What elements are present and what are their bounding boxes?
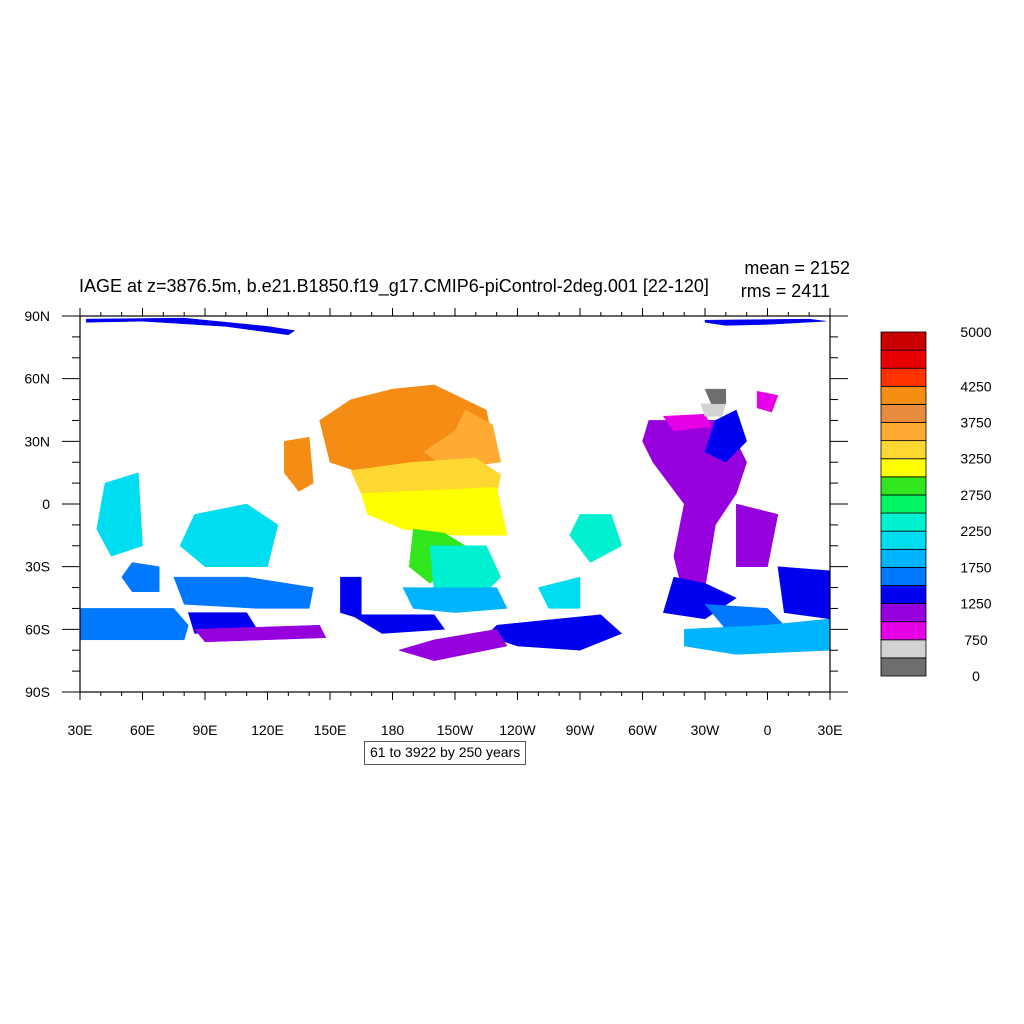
lon-tick-label: 120E [251,722,284,738]
colorbar-swatch [880,440,927,460]
colorbar-swatch [880,512,927,532]
colorbar-label: 1750 [960,559,991,575]
colorbar-swatch [880,422,927,442]
region-madagascar-blue [121,562,160,592]
colorbar-label: 0 [972,668,980,684]
lon-tick-label: 120W [499,722,536,738]
lat-tick-label: 30S [25,559,50,575]
lon-tick-label: 150E [314,722,347,738]
lat-tick-label: 0 [42,496,50,512]
region-se-atlantic-deepblue [777,566,830,620]
mean-stat: mean = 2152 [744,258,850,278]
lon-tick-label: 180 [381,722,405,738]
colorbar-swatch [880,585,927,604]
colorbar-swatch [880,476,927,496]
lon-tick-label: 30E [68,722,93,738]
colorbar-swatch [880,349,927,369]
colorbar-label: 2250 [960,523,991,539]
region-s-ocean-west-blue [80,608,189,641]
region-arctic-strip-west [86,317,296,336]
colorbar-swatch [880,548,927,568]
colorbar-swatch [880,657,927,677]
lat-tick-label: 60S [25,621,50,637]
region-n-atlantic-blue [704,409,747,463]
colorbar-swatch [880,603,927,623]
colorbar-label: 4250 [960,378,991,394]
colorbar-label: 3250 [960,451,991,467]
region-se-pacific-purple [397,629,508,661]
region-indian-lightblue [179,503,279,567]
colorbar: 5000 4250 3750 3250 2750 2250 1750 1250 750 0 [880,324,992,684]
ocean-age-field [80,317,830,661]
colorbar-label: 750 [964,632,988,648]
colorbar-label: 3750 [960,415,991,431]
colorbar-swatch [880,331,927,351]
region-s-pacific-cyan [429,545,502,592]
contour-info-box: 61 to 3922 by 250 years [364,741,527,765]
colorbar-swatch [880,621,927,641]
lat-tick-label: 90S [25,684,50,700]
lon-tick-label: 90W [566,722,596,738]
region-arctic-strip-east [704,318,826,326]
colorbar-swatch [880,494,927,514]
region-s-atlantic-lightblue [537,576,581,609]
colorbar-label: 5000 [960,324,991,340]
region-s-pacific-blue [402,587,508,613]
map-title: IAGE at z=3876.5m, b.e21.B1850.f19_g17.C… [79,276,709,297]
region-s-indian-blue [173,576,314,609]
latitude-axis: 90N 60N 30N 0 30S 60S 90S [24,308,848,700]
region-w-indian-lightblue [96,472,143,557]
region-labrador-magenta [662,413,712,432]
region-e-atlantic-purple [736,503,779,567]
lat-tick-label: 60N [24,371,50,387]
region-baffin-darkgrey [704,388,727,404]
region-tropical-pacific-yellow [360,487,508,536]
colorbar-swatch [880,367,927,387]
lat-tick-label: 30N [24,433,50,449]
colorbar-swatch [880,458,927,478]
lon-tick-label: 60W [628,722,658,738]
region-labrador-lightgrey [700,403,727,417]
lon-tick-label: 30E [818,722,843,738]
longitude-axis: 30E 60E 90E 120E 150E 180 150W 120W 90W 60W 30W 0 30… [68,308,843,738]
region-s-atlantic-cyan [569,514,623,563]
lon-tick-label: 60E [130,722,155,738]
colorbar-swatch [880,404,927,423]
region-s-ocean-west-purple [194,624,327,643]
region-s-ocean-180-deepblue [349,614,446,634]
colorbar-swatch [880,639,927,659]
lon-tick-label: 150W [437,722,474,738]
lon-tick-label: 0 [764,722,772,738]
colorbar-label: 2750 [960,487,991,503]
colorbar-label: 1250 [960,596,991,612]
colorbar-swatch [880,530,927,550]
lat-tick-label: 90N [24,308,50,324]
region-tasman-deepblue [340,576,362,620]
lon-tick-label: 30W [691,722,721,738]
lon-tick-label: 90E [193,722,218,738]
colorbar-swatch [880,566,927,586]
colorbar-swatch [880,385,927,405]
region-norwegian-magenta [756,390,779,413]
region-w-pacific-orange [283,436,314,492]
region-weddell-lightblue [683,618,830,655]
rms-stat: rms = 2411 [741,281,830,301]
